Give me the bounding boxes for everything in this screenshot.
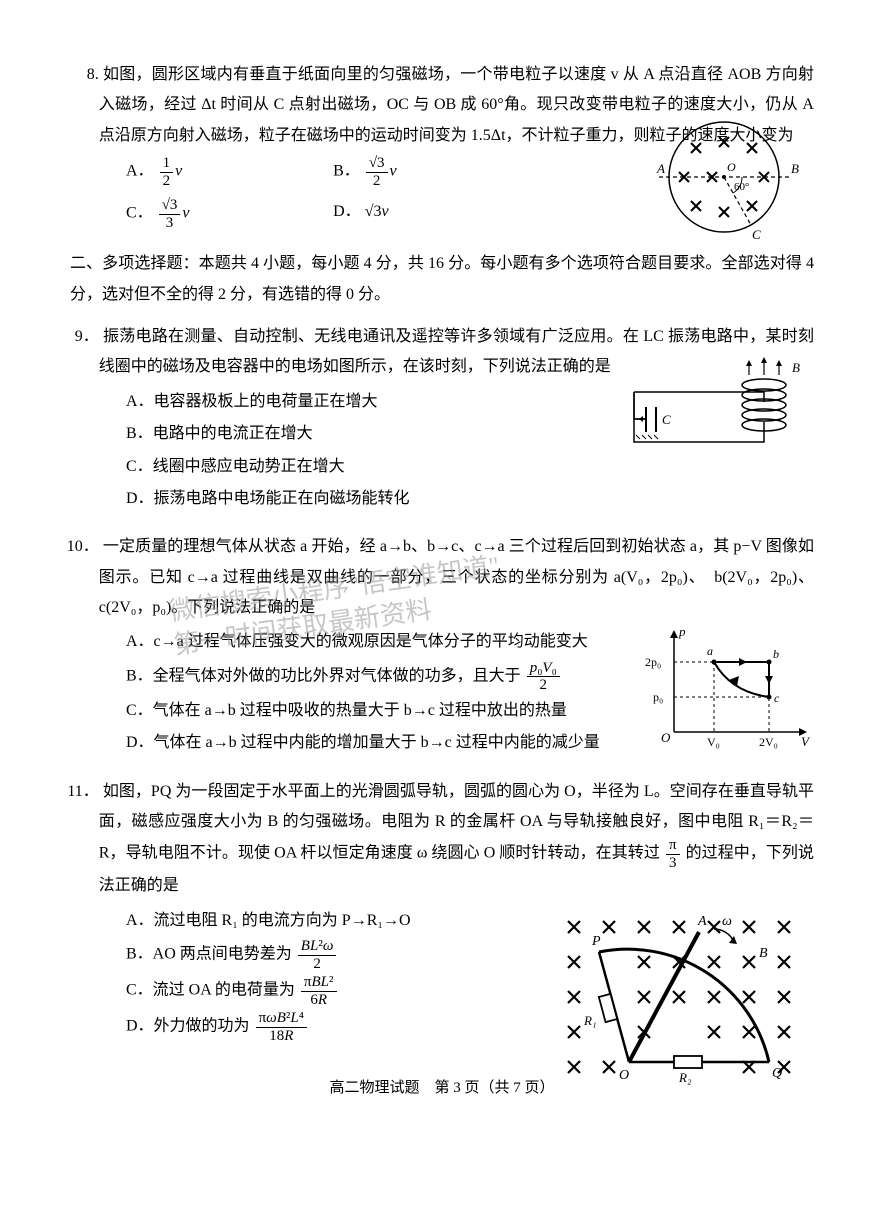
svg-text:a: a <box>707 644 713 658</box>
q11-number: 11． <box>67 777 99 807</box>
q9-figure: C B <box>614 357 814 472</box>
svg-text:C: C <box>752 227 761 242</box>
svg-text:A: A <box>656 161 665 176</box>
q9-opt-c: C．线圈中感应电动势正在增大 <box>126 452 610 482</box>
question-8: 8. 如图，圆形区域内有垂直于纸面向里的匀强磁场，一个带电粒子以速度 v 从 A… <box>70 60 814 231</box>
svg-text:R₂: R₂ <box>678 1070 692 1085</box>
q10-opt-a: A．c→a 过程气体压强变大的微观原因是气体分子的平均动能变大 <box>126 627 662 657</box>
q11-opt-c: C．流过 OA 的电荷量为 πBL²6R <box>126 974 572 1008</box>
question-11: 11． 如图，PQ 为一段固定于水平面上的光滑圆弧导轨，圆弧的圆心为 O，半径为… <box>70 777 814 1045</box>
q8-opt-c: C． √33v <box>126 197 333 231</box>
q9-opt-d: D．振荡电路中电场能正在向磁场能转化 <box>126 484 610 514</box>
q9-opt-a: A．电容器极板上的电荷量正在增大 <box>126 387 610 417</box>
q8-opt-a: A． 12v <box>126 155 333 189</box>
svg-text:p: p <box>678 624 686 639</box>
q10-figure: p V O a <box>639 622 814 752</box>
section-2-heading: 二、多项选择题：本题共 4 小题，每小题 4 分，共 16 分。每小题有多个选项… <box>70 249 814 310</box>
svg-text:ω: ω <box>722 914 732 929</box>
q11-opt-b: B．AO 两点间电势差为 BL²ω2 <box>126 938 572 972</box>
q8-opt-b: B． √32v <box>333 155 540 189</box>
svg-text:A: A <box>697 914 707 929</box>
q10-number: 10． <box>67 532 99 562</box>
svg-text:2p₀: 2p₀ <box>645 655 661 669</box>
svg-text:p₀: p₀ <box>653 690 663 704</box>
svg-text:O: O <box>727 160 736 174</box>
svg-text:b: b <box>773 647 779 661</box>
svg-text:O: O <box>661 730 671 745</box>
svg-text:V: V <box>801 734 811 749</box>
q10-opt-d: D．气体在 a→b 过程中内能的增加量大于 b→c 过程中内能的减少量 <box>126 728 662 758</box>
question-10: 10． 一定质量的理想气体从状态 a 开始，经 a→b、b→c、c→a 三个过程… <box>70 532 814 758</box>
svg-text:c: c <box>774 691 780 705</box>
q8-opt-d: D． √3v <box>333 197 540 231</box>
q11-figure: P A B O Q R₁ R₂ ω <box>554 907 814 1087</box>
svg-text:R₁: R₁ <box>583 1013 596 1028</box>
q10-text: 一定质量的理想气体从状态 a 开始，经 a→b、b→c、c→a 三个过程后回到初… <box>99 538 814 616</box>
svg-text:2V₀: 2V₀ <box>759 735 778 749</box>
svg-text:O: O <box>619 1068 629 1083</box>
q11-opt-a: A．流过电阻 R₁ 的电流方向为 P→R₁→O <box>126 906 572 936</box>
svg-text:V₀: V₀ <box>707 735 720 749</box>
q8-number: 8. <box>67 60 99 90</box>
q10-opt-b: B．全程气体对外做的功比外界对气体做的功多，且大于 p₀V₀2 <box>126 660 662 694</box>
svg-text:B: B <box>791 161 799 176</box>
question-9: 9． 振荡电路在测量、自动控制、无线电通讯及遥控等许多领域有广泛应用。在 LC … <box>70 322 814 514</box>
q9-opt-b: B．电路中的电流正在增大 <box>126 419 610 449</box>
q11-opt-d: D．外力做的功为 πωB²L⁴18R <box>126 1010 572 1044</box>
svg-text:C: C <box>662 412 671 427</box>
q10-opt-c: C．气体在 a→b 过程中吸收的热量大于 b→c 过程中放出的热量 <box>126 696 662 726</box>
svg-text:B: B <box>792 360 800 375</box>
q9-number: 9． <box>67 322 99 352</box>
svg-text:P: P <box>591 934 601 949</box>
q8-figure: A B O 60° C <box>634 115 804 245</box>
svg-text:Q: Q <box>772 1066 782 1081</box>
svg-text:B: B <box>759 946 768 961</box>
